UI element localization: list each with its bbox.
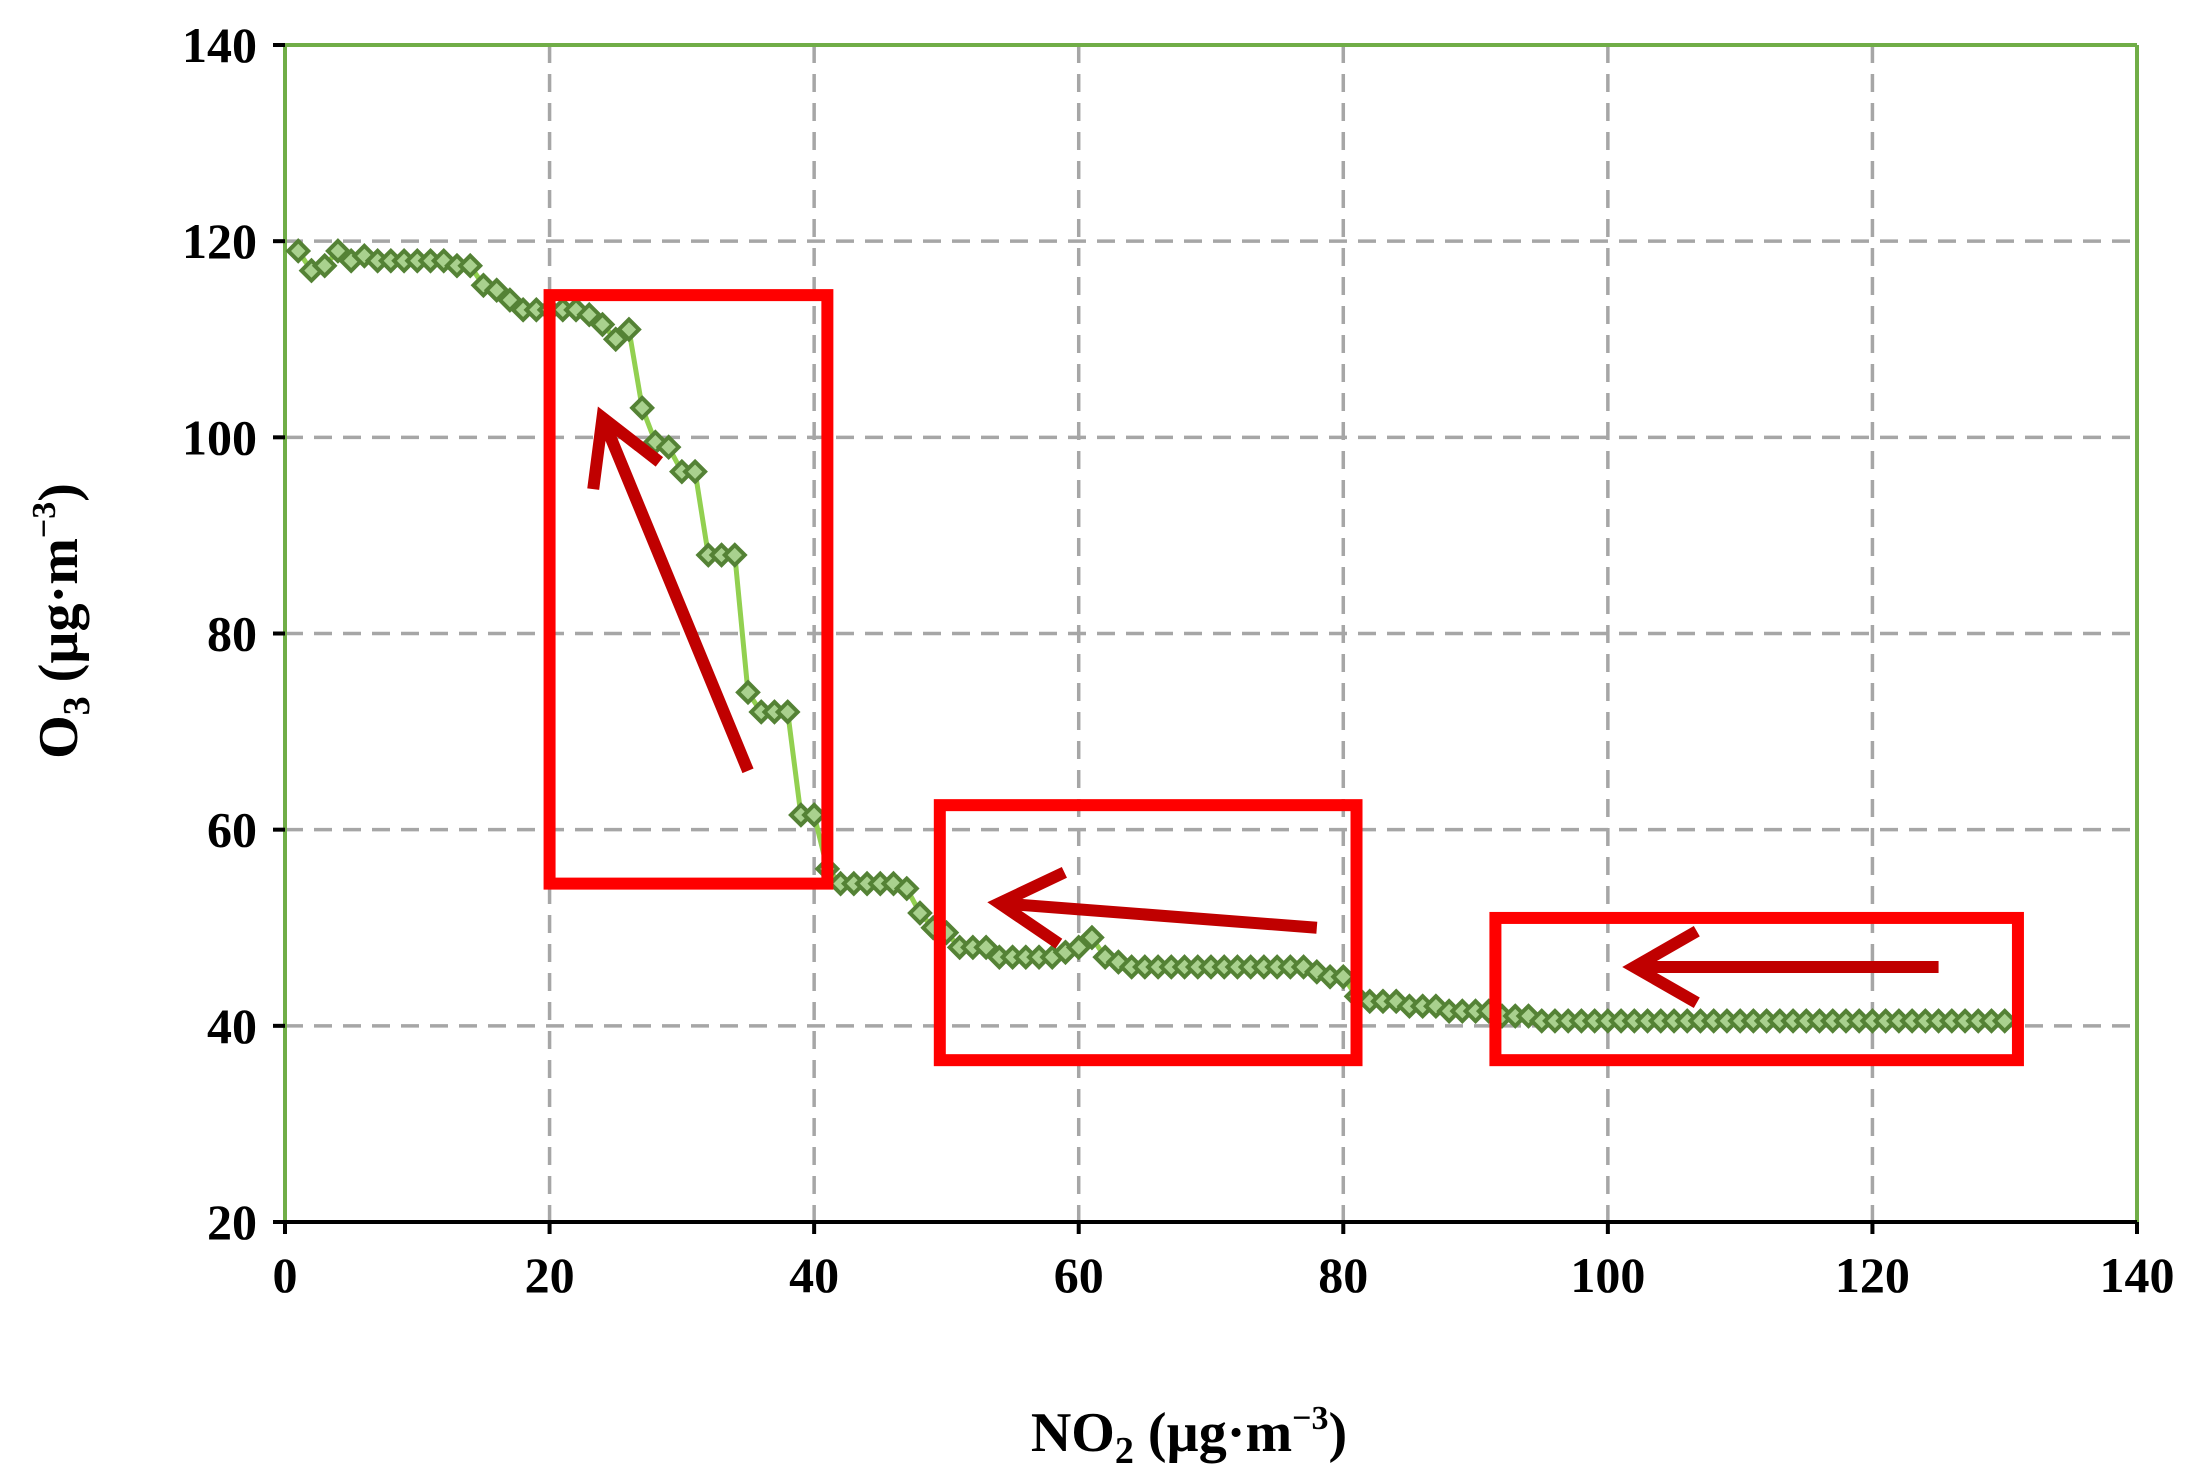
arrow-head (587, 406, 664, 490)
y-axis-title: O3 (µg·m−3) (26, 483, 98, 759)
x-tick-labels: 0 20 40 60 80 100 120 140 (273, 1247, 2175, 1303)
data-point (801, 802, 827, 828)
annotation-box (543, 289, 834, 890)
arrow-head (1622, 926, 1700, 1008)
y-tick-label: 60 (207, 802, 257, 858)
y-tick-label: 120 (182, 213, 257, 269)
data-point (589, 311, 616, 338)
data-point (351, 243, 378, 269)
data-point (893, 875, 920, 902)
data-point (1065, 934, 1092, 961)
data-point (325, 238, 351, 264)
data-point (721, 542, 748, 568)
data-point (483, 277, 510, 304)
x-tick-label: 60 (1054, 1247, 1104, 1303)
y-tick-label: 40 (207, 998, 257, 1054)
annotation-box (1489, 911, 2024, 1067)
data-point (616, 316, 642, 343)
x-axis-title: NO2 (µg·m−3) (1031, 1400, 1347, 1472)
y-tick-label: 20 (207, 1194, 257, 1250)
data-point (735, 679, 761, 706)
x-tick-label: 20 (525, 1247, 575, 1303)
grid (285, 45, 2137, 1222)
y-tick-labels: 20 40 60 80 100 120 140 (182, 17, 257, 1250)
series-markers (285, 238, 2018, 1034)
annotation-boxes (543, 289, 2024, 1067)
data-point (602, 326, 629, 353)
data-point (907, 900, 933, 926)
data-point (655, 434, 682, 460)
x-tick-label: 80 (1318, 1247, 1368, 1303)
y-tick-label: 140 (182, 17, 257, 73)
arrow-head (987, 866, 1067, 949)
data-point (285, 238, 312, 264)
x-tick-label: 100 (1570, 1247, 1645, 1303)
data-point (1079, 924, 1105, 951)
data-point (774, 699, 801, 725)
data-point (1330, 963, 1357, 990)
data-point (682, 458, 708, 485)
annotation-arrow (1622, 926, 1939, 1008)
data-point (629, 395, 655, 421)
plot-frame (273, 43, 2139, 1234)
x-tick-label: 40 (789, 1247, 839, 1303)
annotation-arrow (587, 406, 754, 774)
arrow-shaft (998, 897, 1318, 934)
data-point (1991, 1008, 2018, 1034)
annotation-arrow (987, 866, 1318, 949)
annotation-box (933, 799, 1363, 1067)
x-tick-label: 120 (1835, 1247, 1910, 1303)
data-point (497, 287, 523, 313)
y-tick-label: 100 (182, 409, 257, 465)
data-point (973, 934, 999, 961)
data-point (457, 252, 484, 279)
annotation-arrows (587, 406, 1939, 1008)
data-point (576, 301, 603, 328)
data-point (311, 252, 338, 279)
x-tick-label: 0 (273, 1247, 298, 1303)
y-tick-label: 80 (207, 606, 257, 662)
x-tick-label: 140 (2100, 1247, 2175, 1303)
arrow-shaft (596, 415, 754, 774)
